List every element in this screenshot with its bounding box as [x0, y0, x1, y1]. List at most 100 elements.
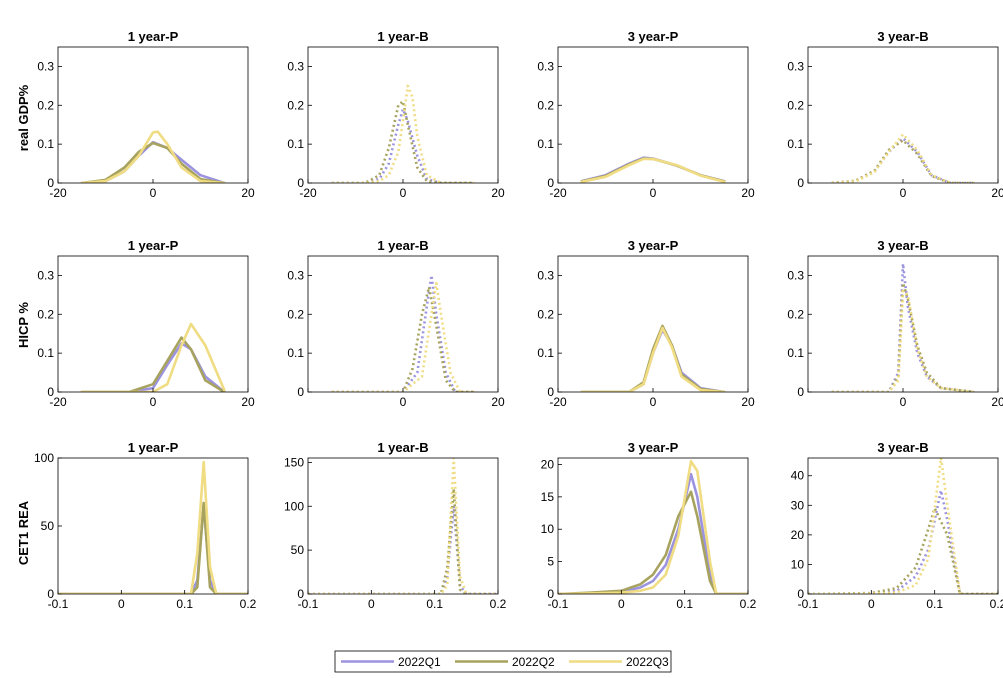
panel-title: 1 year-P	[128, 440, 179, 455]
series-group	[80, 322, 226, 392]
axes-box	[307, 457, 499, 595]
x-tick-label: 0	[400, 186, 407, 200]
axes-box	[807, 457, 999, 595]
y-tick-label: 0.2	[537, 98, 554, 112]
panel-title: 3 year-B	[877, 440, 928, 455]
y-tick-label: 0.2	[287, 98, 304, 112]
axes-box	[807, 255, 999, 393]
panel-r1-c1: 1 year-B 0 20 0 0.1 0.2 0.3	[287, 238, 505, 409]
x-tick-label: 0.1	[426, 597, 443, 611]
x-tick-label: 0.1	[176, 597, 193, 611]
x-tick-label: 0	[368, 597, 375, 611]
x-tick-label: 20	[741, 395, 755, 409]
series-group	[831, 133, 975, 183]
x-tick-label: 20	[491, 186, 505, 200]
y-tick-label: 0.3	[537, 59, 554, 73]
legend: 2022Q1 2022Q2 2022Q3	[334, 650, 672, 673]
panel-r1-c3: 3 year-B 0 20 0 0.1 0.2 0.3	[787, 238, 1003, 409]
series-line-2022q3	[580, 326, 726, 392]
legend-label-2022q3: 2022Q3	[626, 655, 669, 669]
y-tick-label: 0.3	[787, 268, 804, 282]
series-line-2022q3	[831, 289, 975, 392]
series-group	[308, 458, 498, 594]
y-tick-label: 0.1	[787, 137, 804, 151]
x-tick-label: 0	[650, 186, 657, 200]
x-tick-label: 20	[741, 186, 755, 200]
y-tick-label: 5	[547, 555, 554, 569]
y-tick-label: 0.1	[37, 346, 54, 360]
y-tick-label: 0.3	[37, 59, 54, 73]
axes-box	[807, 46, 999, 184]
series-line-2022q1	[80, 140, 226, 183]
y-tick-label: 15	[541, 490, 555, 504]
row-label-gdp: real GDP%	[16, 84, 31, 151]
row-labels: real GDP% HICP % CET1 REA	[16, 84, 31, 565]
y-tick-label: 100	[284, 499, 304, 513]
series-line-2022q2	[558, 490, 748, 594]
panel-r2-c3: 3 year-B-0.100.10.2010203040	[791, 440, 1003, 611]
x-tick-label: -20	[49, 395, 67, 409]
series-line-2022q3	[58, 460, 248, 594]
y-tick-label: 50	[41, 519, 55, 533]
y-tick-label: 0.2	[37, 307, 54, 321]
row-label-hicp: HICP %	[16, 302, 31, 348]
series-line-2022q1	[808, 489, 998, 594]
series-line-2022q2	[80, 336, 226, 392]
panel-title: 1 year-B	[377, 29, 428, 44]
series-line-2022q1	[831, 262, 975, 392]
y-tick-label: 0	[797, 176, 804, 190]
panel-title: 3 year-B	[877, 29, 928, 44]
series-group	[331, 274, 475, 392]
x-tick-label: 0	[618, 597, 625, 611]
y-tick-label: 0.3	[287, 268, 304, 282]
x-tick-label: 0.2	[740, 597, 757, 611]
x-tick-label: -0.1	[548, 597, 569, 611]
y-tick-label: 0	[297, 587, 304, 601]
axes-box	[557, 457, 749, 595]
axes-box	[557, 255, 749, 393]
y-tick-label: 40	[791, 469, 805, 483]
x-tick-label: -20	[549, 395, 567, 409]
x-tick-label: -20	[299, 186, 317, 200]
y-tick-label: 10	[791, 557, 805, 571]
y-tick-label: 0	[547, 176, 554, 190]
series-line-2022q3	[331, 84, 475, 183]
x-tick-label: 20	[491, 395, 505, 409]
y-tick-label: 30	[791, 498, 805, 512]
y-tick-label: 0	[547, 385, 554, 399]
series-line-2022q1	[308, 504, 498, 594]
series-line-2022q2	[831, 281, 975, 392]
series-line-2022q3	[580, 157, 726, 183]
panel-title: 3 year-P	[628, 29, 679, 44]
x-tick-label: 20	[991, 395, 1003, 409]
y-tick-label: 0	[47, 176, 54, 190]
y-tick-label: 0.3	[537, 268, 554, 282]
x-tick-label: 0	[868, 597, 875, 611]
y-tick-label: 0.1	[537, 137, 554, 151]
panel-r0-c3: 3 year-B 0 20 0 0.1 0.2 0.3	[787, 29, 1003, 200]
x-tick-label: 0.1	[926, 597, 943, 611]
series-line-2022q3	[308, 458, 498, 594]
panel-title: 1 year-P	[128, 29, 179, 44]
series-line-2022q2	[58, 501, 248, 594]
x-tick-label: 0.2	[490, 597, 507, 611]
x-tick-label: 20	[991, 186, 1003, 200]
axes-box	[57, 46, 249, 184]
series-line-2022q3	[558, 459, 748, 594]
y-tick-label: 0	[797, 385, 804, 399]
axes-box	[557, 46, 749, 184]
x-tick-label: 0	[900, 395, 907, 409]
x-tick-label: -0.1	[798, 597, 819, 611]
x-tick-label: 0	[650, 395, 657, 409]
axes-box	[57, 457, 249, 595]
x-tick-label: 0	[150, 395, 157, 409]
series-group	[80, 130, 226, 183]
x-tick-label: 0	[900, 186, 907, 200]
axes-box	[307, 255, 499, 393]
y-tick-label: 10	[541, 522, 555, 536]
x-tick-label: 20	[241, 395, 255, 409]
